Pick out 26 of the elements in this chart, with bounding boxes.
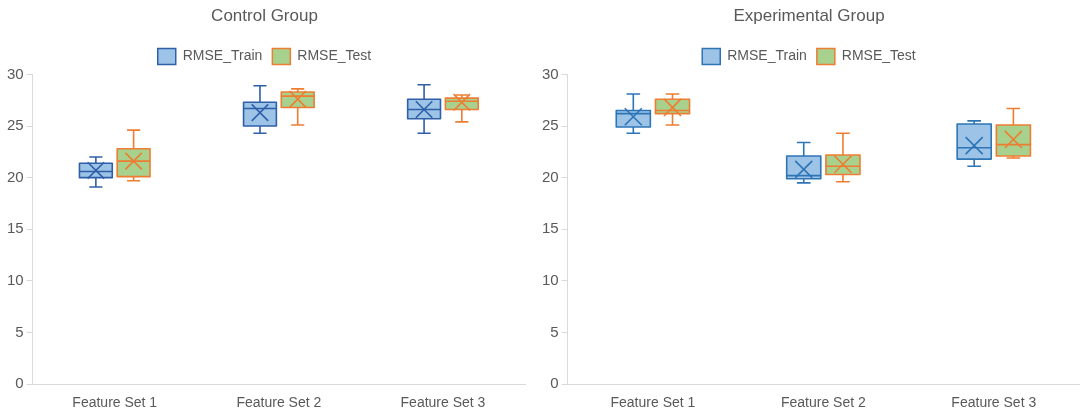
legend-label: RMSE_Test bbox=[297, 47, 372, 64]
x-tick-label: Feature Set 3 bbox=[951, 394, 1037, 411]
y-tick-label: 25 bbox=[542, 116, 559, 134]
chart-title: Experimental Group bbox=[733, 5, 885, 25]
y-tick-label: 30 bbox=[7, 64, 24, 82]
y-tick-label: 20 bbox=[542, 167, 559, 185]
x-tick-label: Feature Set 3 bbox=[400, 394, 486, 411]
y-tick-label: 20 bbox=[7, 167, 24, 185]
y-tick-label: 0 bbox=[550, 374, 559, 392]
x-tick-label: Feature Set 1 bbox=[72, 394, 158, 411]
chart-title: Control Group bbox=[211, 5, 318, 25]
x-tick-label: Feature Set 2 bbox=[236, 394, 322, 411]
legend-label: RMSE_Test bbox=[841, 47, 916, 64]
legend-label: RMSE_Train bbox=[727, 47, 807, 64]
y-tick-label: 30 bbox=[542, 64, 559, 82]
legend-label: RMSE_Train bbox=[182, 47, 263, 64]
x-tick-label: Feature Set 2 bbox=[780, 394, 866, 411]
y-tick-label: 0 bbox=[15, 374, 24, 392]
y-tick-label: 15 bbox=[542, 219, 559, 237]
x-tick-label: Feature Set 1 bbox=[610, 394, 696, 411]
y-tick-label: 25 bbox=[7, 116, 24, 134]
y-tick-label: 5 bbox=[15, 322, 24, 340]
y-tick-label: 10 bbox=[542, 271, 559, 289]
y-tick-label: 5 bbox=[550, 322, 559, 340]
y-tick-label: 15 bbox=[7, 219, 24, 237]
y-tick-label: 10 bbox=[7, 271, 24, 289]
